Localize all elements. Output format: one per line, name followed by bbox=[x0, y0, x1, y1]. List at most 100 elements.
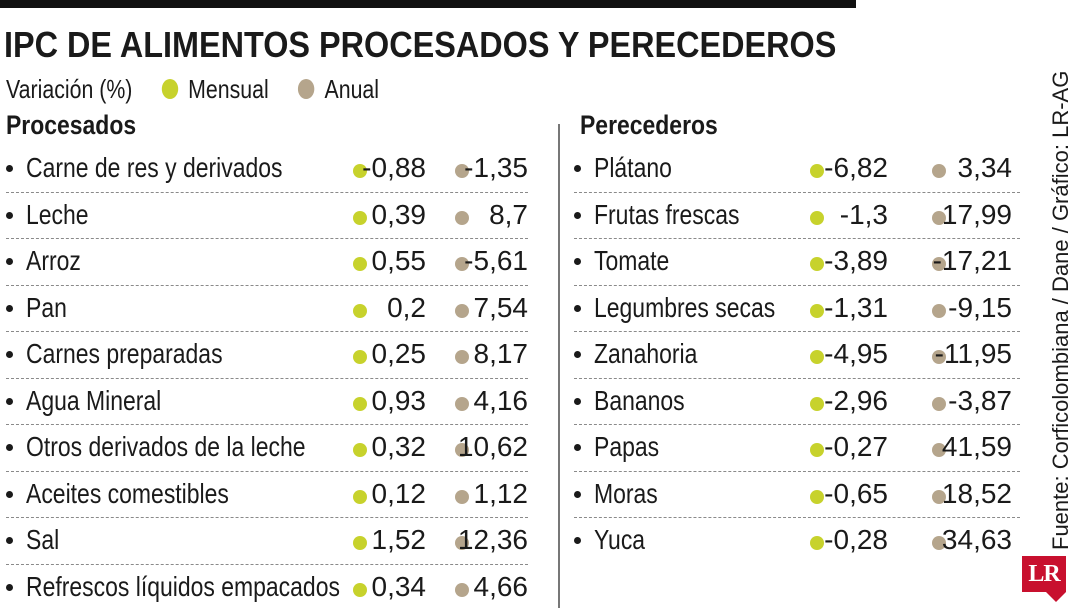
table-row: Tomate-3,89-17,21 bbox=[574, 239, 1020, 286]
lr-logo: LR bbox=[1022, 556, 1066, 592]
annual-value: -1,35 bbox=[464, 152, 528, 184]
legend-annual-label: Anual bbox=[324, 74, 379, 105]
bullet-icon bbox=[574, 258, 581, 265]
table-row: Legumbres secas-1,31-9,15 bbox=[574, 286, 1020, 333]
annual-dot-icon bbox=[455, 397, 469, 411]
monthly-dot-icon bbox=[810, 211, 824, 225]
bullet-icon bbox=[6, 537, 13, 544]
annual-dot-icon bbox=[455, 350, 469, 364]
row-label: Plátano bbox=[594, 152, 672, 184]
bullet-icon bbox=[574, 444, 581, 451]
monthly-value: 0,12 bbox=[372, 478, 427, 510]
row-label: Aceites comestibles bbox=[26, 478, 229, 510]
monthly-value: -0,65 bbox=[824, 478, 888, 510]
annual-dot-icon bbox=[932, 164, 946, 178]
monthly-dot-icon bbox=[353, 536, 367, 550]
monthly-value: -6,82 bbox=[824, 152, 888, 184]
table-row: Zanahoria-4,95-11,95 bbox=[574, 332, 1020, 379]
legend: Variación (%) Mensual Anual bbox=[6, 72, 379, 106]
annual-value: -9,15 bbox=[948, 292, 1012, 324]
bullet-icon bbox=[6, 584, 13, 591]
row-label: Frutas frescas bbox=[594, 199, 739, 231]
bullet-icon bbox=[6, 398, 13, 405]
bullet-icon bbox=[6, 351, 13, 358]
monthly-dot-icon bbox=[353, 211, 367, 225]
row-label: Refrescos líquidos empacados bbox=[26, 571, 340, 603]
monthly-dot-icon bbox=[810, 350, 824, 364]
bullet-icon bbox=[6, 444, 13, 451]
bullet-icon bbox=[6, 165, 13, 172]
group-title-procesados: Procesados bbox=[6, 110, 136, 141]
monthly-dot-icon bbox=[810, 536, 824, 550]
monthly-dot-icon bbox=[353, 304, 367, 318]
table-row: Moras -0,65 18,52 bbox=[574, 472, 1020, 519]
procesados-list: Carne de res y derivados -0,88 -1,35 Leche 0… bbox=[6, 146, 528, 611]
annual-value: 10,62 bbox=[458, 431, 528, 463]
monthly-dot-icon bbox=[810, 257, 824, 271]
row-label: Agua Mineral bbox=[26, 385, 161, 417]
row-label: Moras bbox=[594, 478, 658, 510]
row-label: Leche bbox=[26, 199, 89, 231]
row-label: Legumbres secas bbox=[594, 292, 775, 324]
monthly-dot-icon bbox=[353, 350, 367, 364]
annual-value: 4,16 bbox=[474, 385, 529, 417]
bullet-icon bbox=[6, 305, 13, 312]
table-row: Leche 0,39 8,7 bbox=[6, 193, 528, 240]
monthly-dot-icon bbox=[353, 397, 367, 411]
row-label: Arroz bbox=[26, 245, 81, 277]
table-row: Bananos-2,96-3,87 bbox=[574, 379, 1020, 426]
legend-annual-dot bbox=[298, 79, 314, 99]
legend-monthly-label: Mensual bbox=[188, 74, 269, 105]
annual-dot-icon bbox=[455, 304, 469, 318]
annual-dot-icon bbox=[932, 304, 946, 318]
annual-value: 34,63 bbox=[942, 524, 1012, 556]
row-label: Carnes preparadas bbox=[26, 338, 223, 370]
row-label: Sal bbox=[26, 524, 59, 556]
top-rule bbox=[0, 0, 856, 8]
annual-value: 3,34 bbox=[958, 152, 1013, 184]
perecederos-list: Plátano -6,82 3,34 Frutas frescas -1,3 17,99 T… bbox=[574, 146, 1020, 565]
table-row: Frutas frescas -1,3 17,99 bbox=[574, 193, 1020, 240]
row-label: Pan bbox=[26, 292, 67, 324]
annual-value: -3,87 bbox=[948, 385, 1012, 417]
legend-monthly-dot bbox=[162, 79, 178, 99]
bullet-icon bbox=[574, 491, 581, 498]
monthly-dot-icon bbox=[353, 257, 367, 271]
monthly-dot-icon bbox=[353, 443, 367, 457]
bullet-icon bbox=[574, 537, 581, 544]
bullet-icon bbox=[574, 305, 581, 312]
monthly-dot-icon bbox=[353, 583, 367, 597]
monthly-dot-icon bbox=[810, 304, 824, 318]
annual-value: 7,54 bbox=[474, 292, 529, 324]
annual-value: 17,99 bbox=[942, 199, 1012, 231]
bullet-icon bbox=[574, 398, 581, 405]
monthly-value: -1,3 bbox=[840, 199, 888, 231]
annual-value: 18,52 bbox=[942, 478, 1012, 510]
monthly-dot-icon bbox=[353, 490, 367, 504]
monthly-value: 0,39 bbox=[372, 199, 427, 231]
row-label: Carne de res y derivados bbox=[26, 152, 283, 184]
annual-dot-icon bbox=[932, 397, 946, 411]
monthly-dot-icon bbox=[810, 397, 824, 411]
annual-dot-icon bbox=[455, 211, 469, 225]
annual-value: -17,21 bbox=[933, 245, 1012, 277]
monthly-value: 0,55 bbox=[372, 245, 427, 277]
bullet-icon bbox=[6, 212, 13, 219]
group-title-perecederos: Perecederos bbox=[580, 110, 718, 141]
bullet-icon bbox=[574, 212, 581, 219]
monthly-value: -0,88 bbox=[362, 152, 426, 184]
column-divider bbox=[558, 124, 560, 608]
row-label: Papas bbox=[594, 431, 659, 463]
monthly-value: 0,25 bbox=[372, 338, 427, 370]
monthly-dot-icon bbox=[810, 490, 824, 504]
bullet-icon bbox=[6, 258, 13, 265]
annual-value: 8,7 bbox=[489, 199, 528, 231]
